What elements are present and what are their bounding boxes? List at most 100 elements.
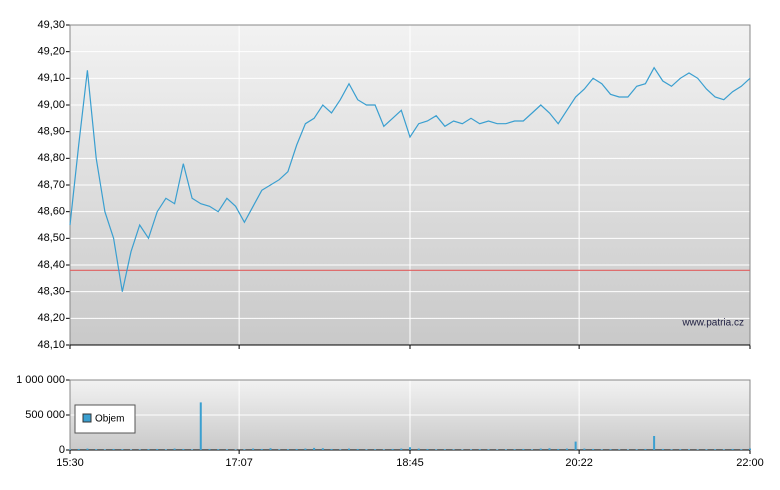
volume-bar (278, 449, 281, 450)
volume-bar (182, 448, 185, 450)
volume-bar (409, 447, 411, 450)
x-tick-label: 18:45 (396, 457, 424, 469)
volume-bar (217, 449, 220, 450)
volume-bar (382, 449, 385, 450)
volume-bar (522, 448, 525, 450)
y-tick-label: 48,20 (37, 312, 65, 324)
volume-bar (661, 448, 664, 450)
volume-bar (391, 448, 394, 450)
volume-bar (653, 436, 656, 450)
volume-bar (252, 448, 255, 450)
volume-bar (365, 449, 368, 450)
y-tick-label: 48,90 (37, 126, 65, 138)
volume-bar (347, 448, 350, 450)
volume-bar (304, 448, 307, 450)
volume-bar (487, 449, 490, 450)
volume-bar (531, 449, 534, 450)
volume-bar (234, 449, 237, 450)
volume-bar (609, 449, 612, 450)
volume-bar (339, 449, 342, 450)
volume-bar (435, 449, 438, 450)
volume-bar (679, 449, 682, 450)
y-tick-label: 48,30 (37, 286, 65, 298)
watermark: www.patria.cz (681, 318, 744, 329)
volume-bar (400, 448, 403, 450)
volume-bar (696, 449, 699, 450)
volume-bar (539, 448, 542, 450)
volume-bar (670, 449, 673, 450)
volume-bar (121, 449, 124, 450)
volume-bar (269, 448, 272, 450)
y-tick-label: 500 000 (25, 409, 65, 421)
volume-bar (313, 447, 316, 450)
volume-bar (478, 449, 481, 450)
y-tick-label: 48,70 (37, 179, 65, 191)
y-tick-label: 49,10 (37, 72, 65, 84)
volume-bar (260, 448, 263, 450)
volume-bar (635, 449, 638, 450)
volume-bar (565, 448, 568, 450)
volume-bar (452, 449, 455, 450)
volume-bar (156, 448, 159, 450)
volume-bar (583, 448, 586, 450)
volume-bar (138, 449, 141, 450)
volume-bar (173, 448, 176, 450)
volume-bar (86, 448, 89, 450)
y-tick-label: 48,10 (37, 339, 65, 351)
volume-bar (740, 449, 743, 450)
y-tick-label: 48,40 (37, 259, 65, 271)
x-tick-label: 20:22 (565, 457, 593, 469)
volume-bar (626, 449, 629, 450)
legend-label: Objem (95, 414, 124, 425)
volume-bar (321, 448, 324, 450)
volume-bar (243, 449, 246, 450)
volume-bar (618, 449, 621, 450)
volume-bar (557, 448, 560, 450)
volume-bar (470, 449, 473, 450)
volume-bar (95, 449, 98, 450)
volume-bar (417, 448, 420, 450)
volume-bar (69, 449, 71, 450)
volume-bar (295, 448, 298, 450)
y-tick-label: 48,80 (37, 152, 65, 164)
volume-bar (443, 449, 446, 450)
volume-bar (208, 448, 211, 450)
volume-bar (644, 448, 647, 450)
x-tick-label: 22:00 (736, 457, 764, 469)
y-tick-label: 48,50 (37, 232, 65, 244)
volume-bar (103, 449, 106, 450)
volume-bar (496, 449, 499, 450)
volume-bar (600, 449, 603, 450)
volume-bar (574, 441, 577, 450)
price-line (69, 66, 751, 292)
volume-bar (130, 449, 133, 450)
volume-bar (112, 448, 115, 450)
volume-bar (374, 449, 377, 450)
volume-bar (592, 448, 595, 450)
volume-bar (722, 449, 725, 450)
volume-bar (461, 449, 464, 450)
legend-swatch (82, 413, 92, 423)
volume-bar (714, 449, 717, 450)
volume-bar (191, 449, 194, 450)
volume-bar (225, 449, 228, 450)
y-tick-label: 49,20 (37, 46, 65, 58)
volume-bar (164, 449, 167, 450)
x-tick-label: 15:30 (56, 457, 84, 469)
volume-bar (286, 449, 289, 450)
y-tick-label: 48,60 (37, 206, 65, 218)
volume-bar (513, 449, 516, 450)
y-tick-label: 1 000 000 (16, 374, 65, 386)
volume-bar (426, 448, 429, 450)
volume-bar (147, 449, 150, 450)
volume-bar (548, 448, 551, 450)
x-tick-label: 17:07 (225, 457, 253, 469)
volume-bar (77, 448, 80, 450)
volume-bar (330, 448, 333, 450)
volume-bar (504, 449, 507, 450)
volume-bar (749, 448, 751, 450)
volume-bar (687, 449, 690, 450)
volume-bar (705, 449, 708, 450)
volume-bar (731, 448, 734, 450)
